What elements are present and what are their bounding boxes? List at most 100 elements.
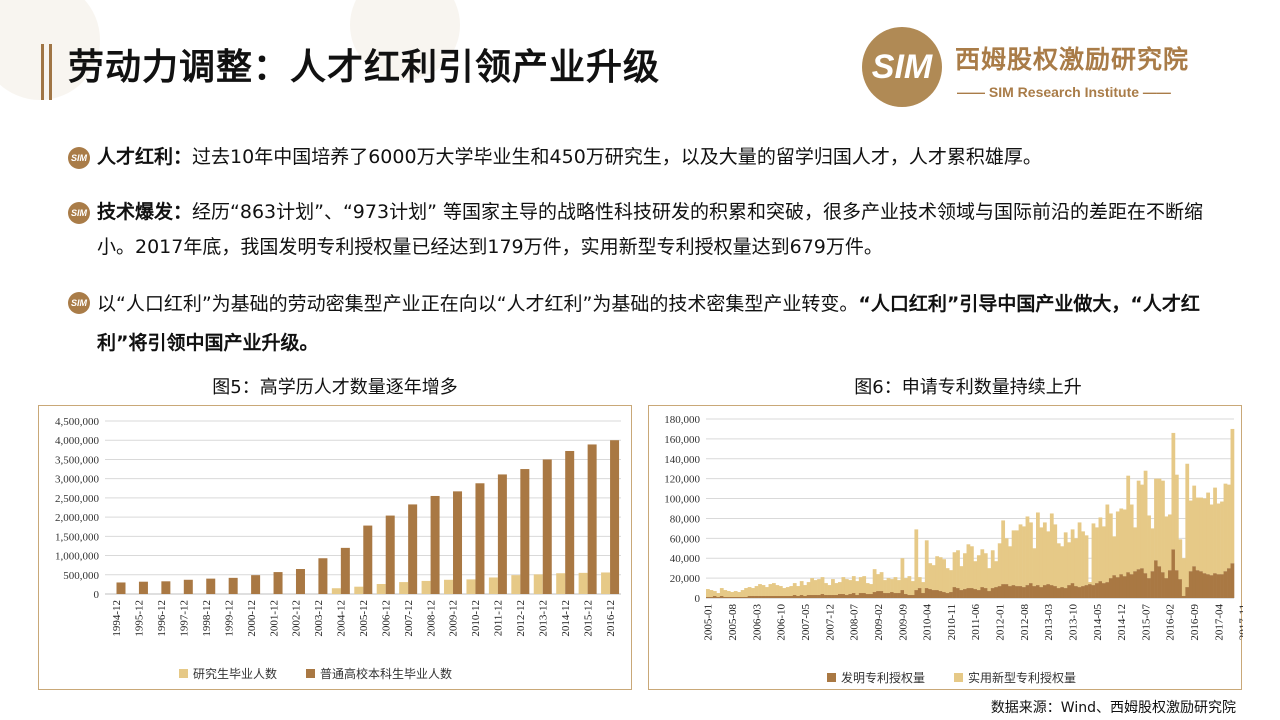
bar	[1004, 538, 1009, 585]
bar	[1161, 572, 1165, 598]
bar	[945, 568, 950, 594]
bar	[1081, 531, 1085, 587]
x-tick-label: 2009-02	[873, 604, 885, 641]
bar	[399, 582, 409, 594]
bar	[772, 596, 776, 598]
bar	[1192, 485, 1197, 567]
bar	[706, 589, 710, 598]
bar	[1067, 542, 1072, 586]
bar	[1171, 432, 1176, 550]
bar	[706, 597, 710, 598]
y-tick-label: 120,000	[664, 474, 700, 486]
bar	[1199, 497, 1204, 572]
bar	[910, 581, 915, 596]
bar	[1178, 579, 1183, 598]
bar	[754, 596, 759, 598]
bar	[1220, 501, 1224, 575]
bar	[973, 589, 978, 598]
bar	[810, 595, 814, 598]
bar	[806, 582, 811, 596]
bar	[1108, 513, 1113, 579]
bar	[1192, 566, 1197, 598]
bar	[917, 588, 922, 598]
bar	[817, 595, 821, 598]
bar	[1150, 528, 1155, 572]
x-tick-label: 2011-06	[970, 604, 982, 641]
bar	[601, 572, 611, 594]
bar	[799, 581, 804, 596]
bar	[1133, 527, 1138, 572]
bar	[1147, 578, 1151, 598]
bar	[858, 577, 863, 594]
bar	[775, 585, 780, 597]
x-tick-label: 2006-03	[751, 604, 763, 641]
bar	[273, 572, 283, 594]
bar	[910, 595, 915, 598]
y-tick-label: 180,000	[664, 414, 700, 426]
bar	[1088, 584, 1092, 598]
bar	[497, 474, 507, 594]
bar	[737, 597, 742, 598]
x-tick-label: 2005-08	[727, 604, 739, 641]
bar	[886, 593, 891, 598]
bar	[917, 577, 922, 589]
bar	[824, 583, 828, 596]
bar	[827, 595, 832, 598]
bar	[883, 580, 887, 594]
bar	[1157, 478, 1162, 567]
bar	[340, 547, 350, 594]
bar	[897, 593, 901, 598]
bar	[869, 594, 874, 598]
bar	[980, 549, 985, 588]
bar	[952, 552, 957, 588]
bar	[475, 483, 485, 594]
bar	[785, 596, 790, 598]
bullet-text: 以“人口红利”为基础的劳动密集型产业正在向以“人才红利”为基础的技术密集型产业转…	[97, 293, 859, 315]
bar	[876, 574, 880, 592]
bar	[893, 577, 898, 594]
x-tick-label: 2003-12	[313, 600, 325, 637]
bar	[1102, 526, 1106, 584]
bar	[952, 587, 957, 598]
y-tick-label: 80,000	[670, 513, 701, 525]
bar	[1157, 566, 1162, 598]
bar	[1025, 516, 1030, 586]
y-tick-label: 40,000	[670, 553, 701, 565]
bar	[542, 459, 552, 594]
bar	[803, 585, 808, 597]
bar	[1119, 508, 1124, 575]
bar	[949, 592, 953, 598]
bar	[1216, 574, 1221, 598]
bar	[737, 592, 742, 598]
bar	[421, 580, 431, 594]
bar	[778, 596, 783, 598]
x-tick-label: 2008-12	[425, 600, 437, 637]
bar	[1108, 578, 1113, 598]
data-source: 数据来源：Wind、西姆股权激励研究院	[990, 700, 1236, 716]
bar	[712, 591, 717, 597]
bar	[466, 579, 476, 594]
bar	[318, 558, 328, 594]
bar	[1206, 492, 1210, 575]
bar	[733, 597, 738, 598]
bar	[1154, 560, 1158, 598]
page-title: 劳动力调整：人才红利引领产业升级	[68, 47, 661, 88]
bar	[1174, 474, 1179, 571]
x-tick-label: 2009-09	[897, 604, 909, 641]
bar	[970, 588, 974, 598]
bar	[848, 580, 853, 595]
bar	[1164, 578, 1169, 598]
x-tick-label: 2010-11	[946, 604, 958, 640]
x-tick-label: 2002-12	[291, 600, 303, 637]
bar	[1136, 480, 1141, 570]
x-tick-label: 2015-07	[1140, 604, 1152, 641]
bar	[1039, 587, 1044, 598]
bar	[990, 588, 995, 598]
bar	[1209, 504, 1214, 576]
bar	[876, 591, 880, 598]
bar	[831, 595, 835, 598]
bar	[1015, 530, 1019, 587]
bar	[511, 575, 521, 594]
bar	[1056, 588, 1061, 598]
bar	[1042, 585, 1047, 598]
